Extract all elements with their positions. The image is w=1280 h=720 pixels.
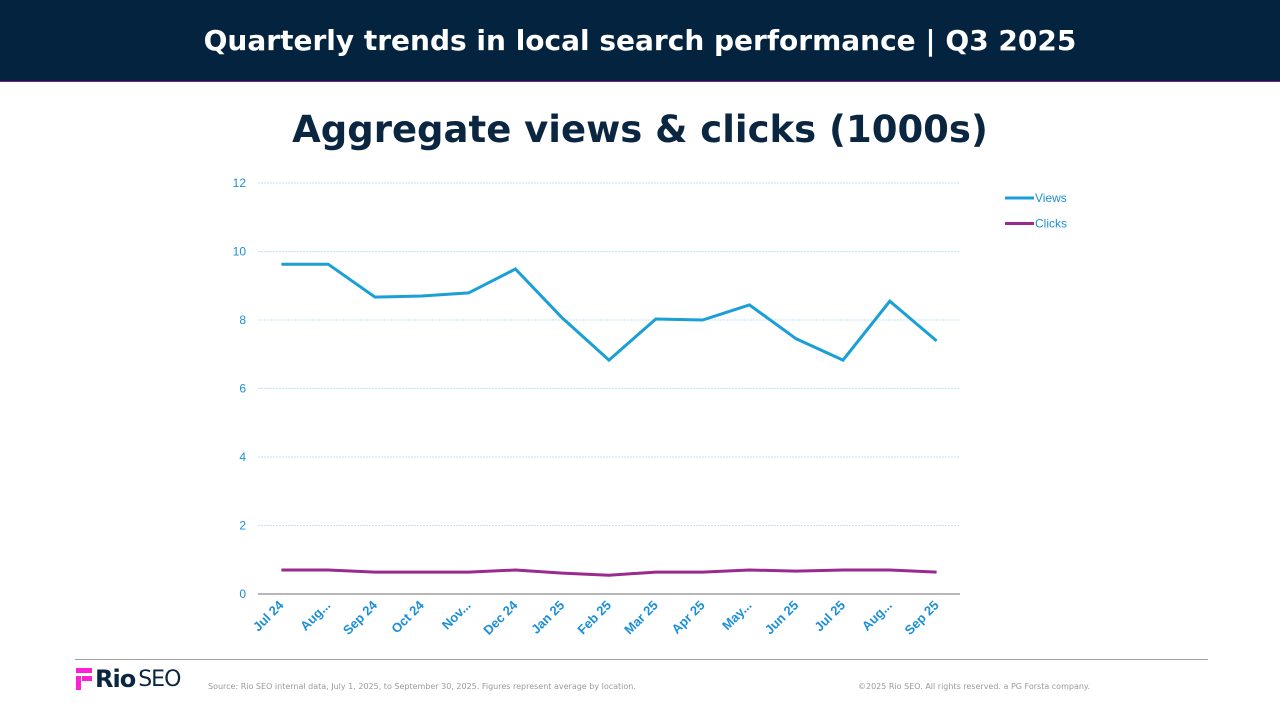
- x-tick-label: Aug...: [297, 598, 333, 634]
- y-tick-label: 4: [239, 450, 246, 464]
- x-tick-label: Jul 25: [811, 598, 848, 635]
- x-tick-label: Jan 25: [528, 598, 567, 637]
- series-lines: [281, 262, 938, 577]
- x-tick-label: Apr 25: [668, 598, 707, 637]
- series-line-clicks: [281, 568, 937, 577]
- footer-divider: [75, 659, 1208, 660]
- source-note: Source: Rio SEO internal data, July 1, 2…: [208, 682, 636, 691]
- y-axis-ticks: 0 2 4 6 8 10 12: [233, 176, 247, 601]
- x-tick-label: Sep 24: [340, 597, 381, 638]
- x-axis-ticks: Jul 24 Aug... Sep 24 Oct 24 Nov... Dec 24 Jan …: [250, 597, 942, 638]
- legend-label-views: Views: [1035, 191, 1067, 205]
- logo-text-rio: Rio: [95, 665, 136, 693]
- slide-header: Quarterly trends in local search perform…: [0, 0, 1280, 82]
- x-tick-label: Oct 24: [388, 597, 427, 636]
- series-line-views: [281, 262, 938, 363]
- y-tick-label: 10: [233, 245, 247, 259]
- y-tick-label: 2: [239, 519, 246, 533]
- y-tick-label: 6: [239, 382, 246, 396]
- x-tick-label: Mar 25: [621, 598, 661, 638]
- logo-mark-icon: [76, 668, 92, 690]
- x-tick-label: May...: [719, 598, 754, 633]
- logo-text-seo: SEO: [138, 666, 181, 692]
- y-tick-label: 0: [239, 587, 246, 601]
- x-tick-label: Dec 24: [480, 597, 521, 638]
- x-tick-label: Aug...: [859, 598, 895, 634]
- x-tick-label: Jun 25: [762, 598, 802, 638]
- x-tick-label: Jul 24: [250, 597, 287, 634]
- rio-seo-logo: Rio SEO: [76, 665, 181, 693]
- y-tick-label: 12: [233, 176, 247, 190]
- x-tick-label: Feb 25: [574, 598, 614, 638]
- x-tick-label: Sep 25: [901, 598, 941, 638]
- gridlines: [258, 182, 960, 526]
- y-tick-label: 8: [239, 313, 246, 327]
- legend-label-clicks: Clicks: [1035, 217, 1067, 231]
- legend: Views Clicks: [1005, 191, 1067, 231]
- chart-title: Aggregate views & clicks (1000s): [292, 108, 988, 151]
- slide-title: Quarterly trends in local search perform…: [203, 24, 1077, 57]
- x-tick-label: Nov...: [439, 598, 474, 633]
- copyright-note: ©2025 Rio SEO. All rights reserved. a PG…: [858, 682, 1091, 691]
